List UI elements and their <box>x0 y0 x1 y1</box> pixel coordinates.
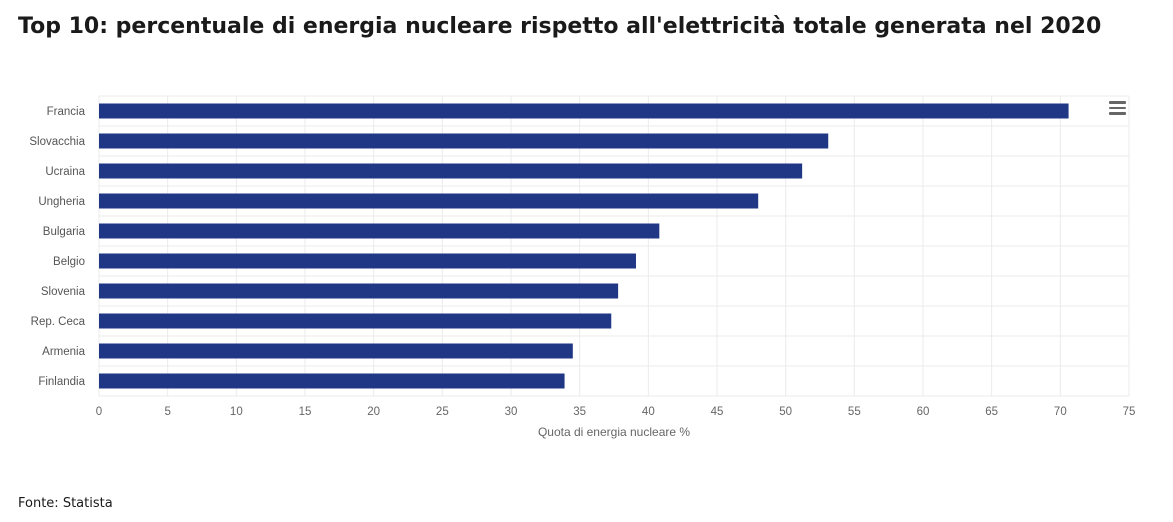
x-axis-tick-labels: 0 5 10 15 20 25 30 35 40 45 50 55 60 65 70 75 <box>96 406 1136 418</box>
page-title: Top 10: percentuale di energia nucleare … <box>18 14 1102 39</box>
category-label: Ucraina <box>45 166 85 178</box>
bar-belgio[interactable] <box>99 253 636 269</box>
x-tick-label: 20 <box>367 406 380 418</box>
x-tick-label: 10 <box>230 406 243 418</box>
bar-ucraina[interactable] <box>99 163 803 179</box>
bar-finlandia[interactable] <box>99 373 565 389</box>
bar-bulgaria[interactable] <box>99 223 660 239</box>
category-label: Francia <box>47 106 86 118</box>
category-label: Armenia <box>42 346 85 358</box>
category-label: Slovenia <box>41 286 86 298</box>
category-label: Ungheria <box>38 196 85 208</box>
category-label: Finlandia <box>38 376 85 388</box>
bar-slovenia[interactable] <box>99 283 619 299</box>
x-tick-label: 35 <box>573 406 586 418</box>
bars <box>99 103 1069 389</box>
category-label: Bulgaria <box>43 226 86 238</box>
x-tick-label: 70 <box>1054 406 1067 418</box>
x-tick-label: 55 <box>848 406 861 418</box>
category-label: Slovacchia <box>29 136 85 148</box>
source-note: Fonte: Statista <box>18 496 113 511</box>
x-tick-label: 5 <box>164 406 170 418</box>
x-tick-label: 60 <box>917 406 930 418</box>
category-labels: Francia Slovacchia Ucraina Ungheria Bulgaria… <box>29 106 85 388</box>
hamburger-menu-icon[interactable] <box>1104 97 1130 119</box>
x-tick-label: 75 <box>1123 406 1136 418</box>
x-tick-label: 45 <box>711 406 724 418</box>
bar-ungheria[interactable] <box>99 193 759 209</box>
x-axis-title: Quota di energia nucleare % <box>538 425 690 439</box>
x-tick-label: 65 <box>985 406 998 418</box>
bar-francia[interactable] <box>99 103 1069 119</box>
bar-slovacchia[interactable] <box>99 133 829 149</box>
x-tick-label: 25 <box>436 406 449 418</box>
bar-armenia[interactable] <box>99 343 573 359</box>
x-tick-label: 40 <box>642 406 655 418</box>
x-tick-label: 15 <box>299 406 312 418</box>
category-label: Rep. Ceca <box>31 316 86 328</box>
category-label: Belgio <box>53 256 85 268</box>
x-tick-label: 0 <box>96 406 102 418</box>
bar-rep-ceca[interactable] <box>99 313 612 329</box>
x-tick-label: 50 <box>779 406 792 418</box>
x-tick-label: 30 <box>505 406 518 418</box>
